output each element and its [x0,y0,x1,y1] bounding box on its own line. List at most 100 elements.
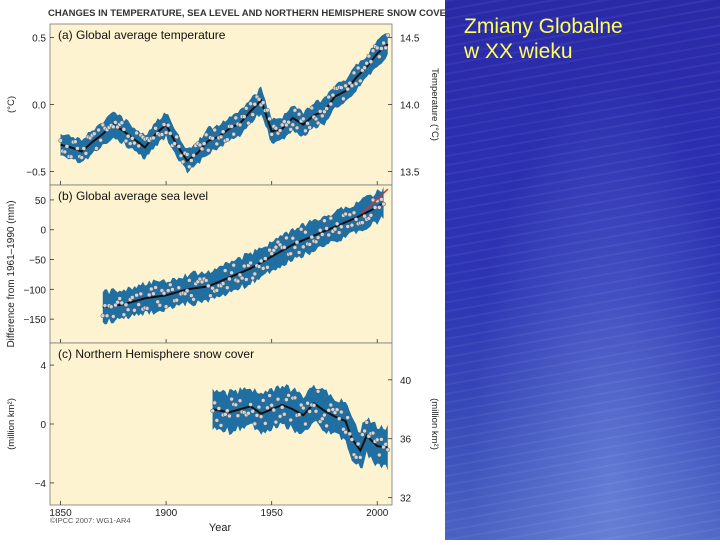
annual-data-point [256,404,262,410]
annual-data-point [222,268,228,273]
annual-data-point [277,128,283,133]
annual-data-point [96,127,101,133]
annual-data-point [292,245,298,250]
satellite-trend-line [361,188,389,214]
annual-data-point [161,290,167,296]
annual-data-point [273,419,279,425]
annual-data-point [123,138,129,144]
right-tick-label: 14.5 [400,33,420,44]
annual-data-point [326,94,331,100]
annual-data-point [163,304,169,309]
left-tick-label: 4 [40,361,46,372]
annual-data-point [374,437,380,443]
annual-data-point [260,398,266,403]
annual-data-point [364,60,369,66]
annual-data-point [252,101,258,107]
annual-data-point [176,285,182,290]
annual-data-point [258,414,264,419]
annual-data-point [305,121,310,126]
annual-data-point [244,106,249,111]
annual-data-point [290,235,296,241]
annual-data-point [248,260,253,266]
left-tick-label: 0.0 [32,101,46,112]
annual-data-point [83,151,89,156]
annual-data-point [241,263,247,269]
annual-data-point [136,302,141,307]
annual-data-point [161,122,167,127]
annual-data-point [320,232,325,237]
copyright-note: ©IPCC 2007: WG1-AR4 [50,516,131,525]
x-tick-label: 1900 [155,508,178,519]
ipcc-figure: CHANGES IN TEMPERATURE, SEA LEVEL AND NO… [6,8,453,534]
annual-data-point [307,409,312,414]
annual-data-point [328,215,334,221]
annual-data-point [151,135,156,141]
annual-data-point [351,210,357,216]
annual-data-point [366,53,372,59]
uncertainty-band [212,384,388,471]
annual-data-point [379,46,384,51]
right-y-label: (million km²) [429,398,440,450]
panel-3: (c) Northern Hemisphere snow cover40−440… [6,342,440,506]
slide-title-line-1: Zmiany Globalne [464,15,623,38]
annual-data-point [301,116,306,122]
annual-data-point [187,164,192,170]
annual-data-point [119,120,125,126]
annual-data-point [298,402,304,408]
annual-data-point [324,423,329,429]
annual-data-point [330,92,336,98]
annual-data-point [345,224,350,229]
annual-data-point [263,256,268,261]
annual-data-point [189,293,194,298]
annual-data-point [336,416,342,421]
annual-data-point [362,428,367,434]
annual-data-point [235,278,241,284]
annual-data-point [271,407,277,413]
annual-data-point [271,248,277,253]
annual-data-point [191,297,196,302]
annual-data-point [248,402,253,407]
smoothed-series-line [102,202,385,309]
annual-data-point [324,226,329,231]
middle-y-label: Difference from 1961–1990 (mm) [6,200,17,347]
annual-data-point [370,430,376,436]
annual-data-point [303,128,308,134]
x-tick-label: 1950 [261,508,284,519]
annual-data-point [241,114,247,119]
annual-data-point [275,396,281,402]
annual-data-point [343,429,348,435]
annual-data-point [115,299,120,305]
annual-data-point [366,216,372,221]
annual-data-point [315,120,321,126]
annual-data-point [368,213,374,218]
annual-data-point [374,45,380,51]
figure-header: CHANGES IN TEMPERATURE, SEA LEVEL AND NO… [48,8,445,19]
annual-data-point [218,423,224,428]
annual-data-point [301,244,306,250]
annual-data-point [313,409,319,414]
annual-data-point [136,143,141,149]
annual-data-point [326,408,331,413]
annual-data-point [379,437,384,442]
annual-data-point [144,306,150,311]
annual-data-point [313,239,319,245]
annual-data-point [347,212,353,217]
annual-data-point [290,122,296,128]
annual-data-point [229,124,234,129]
annual-data-point [233,402,239,408]
annual-data-point [288,251,293,256]
annual-data-point [368,59,374,64]
annual-data-point [108,304,114,309]
annual-data-point [153,126,158,131]
annual-data-point [260,100,266,105]
annual-data-point [358,455,363,460]
left-tick-label: 0 [40,226,46,237]
annual-data-point [263,421,268,426]
annual-data-point [362,213,367,219]
annual-data-point [119,300,125,306]
annual-data-point [328,402,334,408]
annual-data-point [214,141,220,147]
annual-data-point [127,141,133,146]
annual-data-point [225,408,230,413]
annual-data-point [381,201,386,207]
